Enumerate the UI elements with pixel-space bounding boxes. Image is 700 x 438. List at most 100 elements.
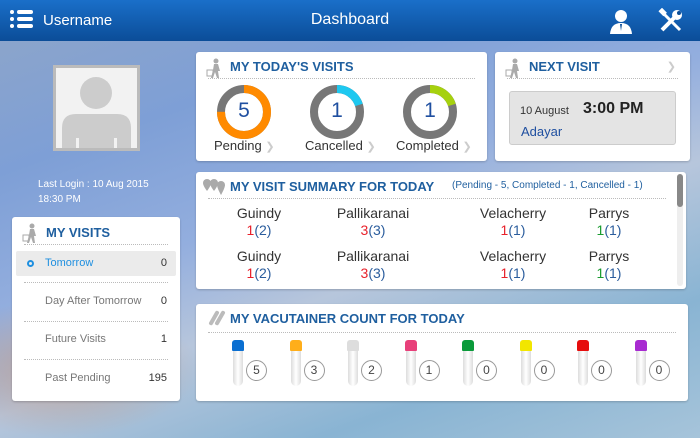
test-tubes-icon xyxy=(209,310,225,326)
visit-item-count: 195 xyxy=(148,372,167,384)
summary-city[interactable]: Velacherry 1(1) xyxy=(458,205,568,239)
todays-visits-title: MY TODAY'S VISITS xyxy=(230,59,354,74)
donut-label[interactable]: Pending ❯ xyxy=(214,138,275,153)
city-count: 1 xyxy=(596,265,605,281)
visit-item-future-visits[interactable]: Future Visits 1 xyxy=(16,327,176,352)
city-count: 3 xyxy=(360,222,369,238)
vacutainer-tube-icon xyxy=(519,340,534,386)
summary-city[interactable]: Velacherry 1(1) xyxy=(458,248,568,282)
donut-label[interactable]: Completed ❯ xyxy=(396,138,472,153)
username: Username xyxy=(43,12,113,29)
vacutainer-count: 0 xyxy=(533,360,555,381)
visit-summary-title: MY VISIT SUMMARY FOR TODAY xyxy=(230,179,435,194)
visit-item-label: Future Visits xyxy=(45,333,106,345)
city-total: (3) xyxy=(368,222,386,238)
summary-city[interactable]: Guindy 1(2) xyxy=(204,205,314,239)
vacutainer-count: 1 xyxy=(418,360,440,381)
todays-visits-panel: MY TODAY'S VISITS xyxy=(196,52,487,161)
chevron-right-icon: ❯ xyxy=(462,141,472,153)
city-total: (2) xyxy=(254,222,272,238)
summary-city[interactable]: Guindy 1(2) xyxy=(204,248,314,282)
divider xyxy=(24,282,168,283)
city-count: 1 xyxy=(500,265,509,281)
visit-item-count: 1 xyxy=(160,333,167,345)
vacutainer-tube-icon xyxy=(462,340,476,386)
next-visit-time: 3:00 PM xyxy=(583,100,644,117)
next-visit-date: 10 August xyxy=(520,105,569,117)
summary-city[interactable]: Parrys 1(1) xyxy=(554,205,664,239)
donut-ring xyxy=(217,85,271,139)
divider xyxy=(208,78,475,79)
walking-doctor-icon xyxy=(206,58,220,78)
scrollbar[interactable] xyxy=(677,174,683,286)
last-login-date: Last Login : 10 Aug 2015 xyxy=(38,179,149,190)
city-name: Velacherry xyxy=(479,248,547,264)
vacutainer-tube-icon xyxy=(634,340,649,386)
donut-pending[interactable]: 5 xyxy=(216,84,272,140)
vacutainer-tube-icon xyxy=(577,340,591,386)
vacutainer-panel: MY VACUTAINER COUNT FOR TODAY xyxy=(196,304,688,401)
city-total: (1) xyxy=(508,265,526,281)
summary-city[interactable]: Parrys 1(1) xyxy=(554,248,664,282)
next-visit-panel[interactable]: NEXT VISIT ❯ 10 August 3:00 PM Adayar xyxy=(495,52,690,161)
city-name: Velacherry xyxy=(479,205,547,221)
divider xyxy=(24,321,168,322)
donut-label[interactable]: Cancelled ❯ xyxy=(305,138,376,153)
my-visits-panel: MY VISITS Tomorrow 0 Day After Tomorrow … xyxy=(12,217,180,401)
city-count: 1 xyxy=(500,222,509,238)
app-header: Username Dashboard xyxy=(0,0,700,41)
user-icon[interactable] xyxy=(608,8,634,34)
chevron-right-icon[interactable]: ❯ xyxy=(666,61,676,73)
vacutainer-title: MY VACUTAINER COUNT FOR TODAY xyxy=(230,311,465,326)
visit-item-day-after-tomorrow[interactable]: Day After Tomorrow 0 xyxy=(16,289,176,314)
menu-icon[interactable] xyxy=(10,10,33,30)
vacutainer-tube-icon xyxy=(347,340,361,386)
tools-icon[interactable] xyxy=(658,8,684,34)
donut-ring xyxy=(310,85,364,139)
visit-item-tomorrow[interactable]: Tomorrow 0 xyxy=(16,251,176,276)
my-visits-title: MY VISITS xyxy=(46,225,111,240)
city-name: Guindy xyxy=(236,205,282,221)
divider xyxy=(208,332,676,333)
avatar xyxy=(53,65,140,151)
city-count: 1 xyxy=(246,265,255,281)
last-login: Last Login : 10 Aug 2015 18:30 PM xyxy=(38,177,149,207)
next-visit-title: NEXT VISIT xyxy=(529,59,600,74)
vacutainer-count: 0 xyxy=(476,360,497,381)
visit-item-count: 0 xyxy=(160,295,167,307)
next-visit-card[interactable]: 10 August 3:00 PM Adayar xyxy=(509,91,676,145)
donut-cancelled[interactable]: 1 xyxy=(309,84,365,140)
map-pins-icon xyxy=(203,179,225,195)
stat-label: Completed xyxy=(396,138,459,153)
visit-item-label: Past Pending xyxy=(45,372,111,384)
vacutainer-count: 3 xyxy=(303,360,325,381)
vacutainer-count: 2 xyxy=(361,360,382,381)
summary-city[interactable]: Pallikaranai 3(3) xyxy=(318,248,428,282)
city-name: Pallikaranai xyxy=(336,248,410,264)
last-login-time: 18:30 PM xyxy=(38,194,81,205)
city-count: 3 xyxy=(360,265,369,281)
donut-value: 1 xyxy=(424,99,436,122)
city-count: 1 xyxy=(246,222,255,238)
city-name: Guindy xyxy=(236,248,282,264)
donut-value: 5 xyxy=(238,99,250,122)
vacutainer-tube-icon xyxy=(289,340,304,386)
city-name: Pallikaranai xyxy=(336,205,410,221)
summary-city[interactable]: Pallikaranai 3(3) xyxy=(318,205,428,239)
city-total: (1) xyxy=(604,265,622,281)
visit-summary-panel: MY VISIT SUMMARY FOR TODAY (Pending - 5,… xyxy=(196,172,686,289)
donut-ring xyxy=(403,85,457,139)
visit-item-past-pending[interactable]: Past Pending 195 xyxy=(16,366,176,391)
vacutainer-count: 0 xyxy=(648,360,670,381)
chevron-right-icon: ❯ xyxy=(366,141,376,153)
visit-summary-subtitle: (Pending - 5, Completed - 1, Cancelled -… xyxy=(452,180,643,191)
walking-doctor-icon xyxy=(505,58,519,78)
vacutainer-tube-icon xyxy=(232,340,246,386)
visit-item-count: 0 xyxy=(160,257,167,269)
visit-item-label: Day After Tomorrow xyxy=(45,295,142,307)
donut-arc xyxy=(403,85,457,139)
donut-completed[interactable]: 1 xyxy=(402,84,458,140)
donut-value: 1 xyxy=(331,99,343,122)
city-total: (1) xyxy=(508,222,526,238)
next-visit-location: Adayar xyxy=(521,124,563,139)
